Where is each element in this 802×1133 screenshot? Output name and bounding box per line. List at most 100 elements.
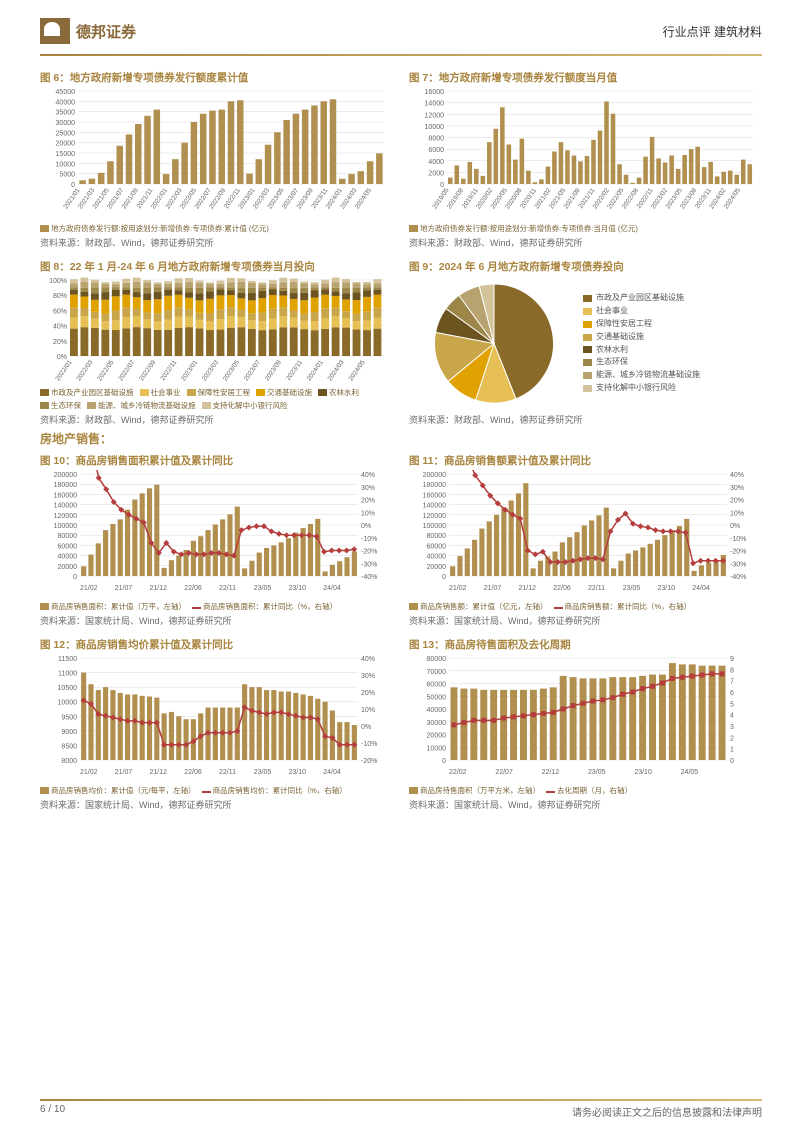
fig12-chart: 800085009000950010000105001100011500-20%…: [40, 654, 393, 784]
svg-text:22/11: 22/11: [588, 585, 605, 592]
svg-text:-40%: -40%: [730, 574, 746, 581]
svg-text:80000: 80000: [427, 656, 447, 663]
svg-text:22/06: 22/06: [184, 769, 202, 776]
svg-text:60000: 60000: [427, 682, 447, 689]
svg-text:22/06: 22/06: [184, 585, 202, 592]
svg-text:-20%: -20%: [361, 549, 377, 556]
svg-text:-10%: -10%: [361, 536, 377, 543]
fig12-title: 图 12：商品房销售均价累计值及累计同比: [40, 637, 393, 652]
section-realty-title: 房地产销售：: [40, 430, 762, 447]
fig13-source: 资料来源：国家统计局、Wind，德邦证券研究所: [409, 798, 762, 811]
svg-text:0%: 0%: [730, 523, 740, 530]
fig13-legend: 商品房待售面积（万平方米，左轴） 去化周期（月，右轴）: [409, 785, 762, 796]
svg-text:21/07: 21/07: [115, 769, 133, 776]
fig11-title: 图 11：商品房销售额累计值及累计同比: [409, 453, 762, 468]
svg-text:2022/01: 2022/01: [54, 359, 73, 383]
svg-text:2022/11: 2022/11: [159, 359, 178, 382]
svg-text:14000: 14000: [425, 101, 445, 108]
svg-text:0: 0: [730, 758, 734, 765]
svg-text:0: 0: [442, 758, 446, 765]
svg-text:200000: 200000: [423, 472, 446, 479]
svg-text:2022/03: 2022/03: [75, 359, 94, 383]
footer-disclaimer: 请务必阅读正文之后的信息披露和法律声明: [572, 1104, 762, 1119]
svg-text:30%: 30%: [361, 673, 375, 680]
svg-text:2023/05: 2023/05: [222, 359, 241, 383]
logo-mark-icon: [40, 18, 70, 44]
svg-text:2022/05: 2022/05: [96, 359, 115, 383]
svg-text:160000: 160000: [54, 492, 77, 499]
svg-text:10000: 10000: [425, 124, 445, 131]
svg-text:21/02: 21/02: [449, 585, 467, 592]
fig13-title: 图 13：商品房待售面积及去化周期: [409, 637, 762, 652]
svg-text:9000: 9000: [61, 729, 77, 736]
svg-text:22/02: 22/02: [449, 769, 467, 776]
fig9-legend: 市政及产业园区基础设施社会事业保障性安居工程交通基础设施农林水利生态环保能源、城…: [583, 292, 700, 394]
svg-text:50000: 50000: [427, 694, 447, 701]
svg-text:6: 6: [730, 690, 734, 697]
svg-text:10500: 10500: [58, 685, 78, 692]
svg-text:0: 0: [442, 574, 446, 581]
svg-text:20000: 20000: [427, 733, 447, 740]
svg-text:23/05: 23/05: [254, 585, 272, 592]
svg-text:-20%: -20%: [730, 549, 746, 556]
page-header: 德邦证券 行业点评 建筑材料: [0, 0, 802, 50]
svg-text:23/05: 23/05: [588, 769, 606, 776]
svg-text:23/10: 23/10: [289, 585, 307, 592]
svg-text:2023/09: 2023/09: [264, 359, 283, 383]
svg-text:21/12: 21/12: [519, 585, 537, 592]
fig13-chart: 0100002000030000400005000060000700008000…: [409, 654, 762, 784]
svg-text:2023/01: 2023/01: [180, 359, 199, 383]
svg-text:0%: 0%: [361, 523, 371, 530]
svg-text:60%: 60%: [53, 308, 67, 315]
svg-text:30000: 30000: [56, 120, 76, 127]
svg-text:120000: 120000: [54, 513, 77, 520]
svg-text:40%: 40%: [53, 324, 67, 331]
content-area: 图 6：地方政府新增专项债券发行额度累计值 050001000015000200…: [0, 56, 802, 811]
svg-text:80000: 80000: [427, 533, 447, 540]
svg-text:2023/07: 2023/07: [243, 359, 262, 383]
svg-text:10000: 10000: [427, 745, 447, 752]
fig10-chart: 0200004000060000800001000001200001400001…: [40, 470, 393, 600]
svg-text:100000: 100000: [54, 523, 77, 530]
svg-text:2024/01: 2024/01: [306, 359, 325, 383]
svg-text:2022/09: 2022/09: [138, 359, 157, 383]
svg-text:21/02: 21/02: [80, 585, 98, 592]
svg-text:140000: 140000: [54, 503, 77, 510]
svg-text:2000: 2000: [428, 170, 444, 177]
fig11-source: 资料来源：国家统计局、Wind，德邦证券研究所: [409, 614, 762, 627]
company-logo: 德邦证券: [40, 18, 136, 44]
svg-text:21/12: 21/12: [150, 769, 168, 776]
svg-text:-30%: -30%: [361, 561, 377, 568]
svg-text:40000: 40000: [427, 554, 447, 561]
footer-rule: [40, 1099, 762, 1101]
svg-text:35000: 35000: [56, 110, 76, 117]
svg-text:9500: 9500: [61, 714, 77, 721]
fig12-legend: 商品房销售均价：累计值（元/每平，左轴） 商品房销售均价：累计同比（%，右轴）: [40, 785, 393, 796]
svg-text:20%: 20%: [53, 339, 67, 346]
svg-text:30000: 30000: [427, 720, 447, 727]
svg-text:100%: 100%: [49, 278, 67, 285]
fig10-title: 图 10：商品房销售面积累计值及累计同比: [40, 453, 393, 468]
svg-text:21/12: 21/12: [150, 585, 168, 592]
svg-text:25000: 25000: [56, 130, 76, 137]
svg-text:30%: 30%: [361, 485, 375, 492]
svg-text:11500: 11500: [58, 656, 77, 663]
svg-text:23/10: 23/10: [658, 585, 676, 592]
svg-text:120000: 120000: [423, 513, 446, 520]
svg-text:20000: 20000: [58, 564, 78, 571]
svg-text:21/07: 21/07: [115, 585, 133, 592]
svg-text:22/07: 22/07: [495, 769, 513, 776]
fig10-source: 资料来源：国家统计局、Wind，德邦证券研究所: [40, 614, 393, 627]
svg-text:2024/03: 2024/03: [327, 359, 346, 383]
svg-text:-10%: -10%: [361, 741, 377, 748]
svg-text:10%: 10%: [730, 510, 744, 517]
svg-text:22/11: 22/11: [219, 769, 236, 776]
svg-text:0%: 0%: [57, 354, 67, 361]
page-footer: 6 / 10 请务必阅读正文之后的信息披露和法律声明: [40, 1104, 762, 1119]
svg-text:24/04: 24/04: [323, 585, 341, 592]
svg-text:40000: 40000: [58, 554, 78, 561]
fig12-source: 资料来源：国家统计局、Wind，德邦证券研究所: [40, 798, 393, 811]
svg-text:-40%: -40%: [361, 574, 377, 581]
fig6-legend: 地方政府债券发行额:按用途划分:新增债券:专项债券:累计值 (亿元): [40, 223, 393, 234]
svg-text:140000: 140000: [423, 503, 446, 510]
